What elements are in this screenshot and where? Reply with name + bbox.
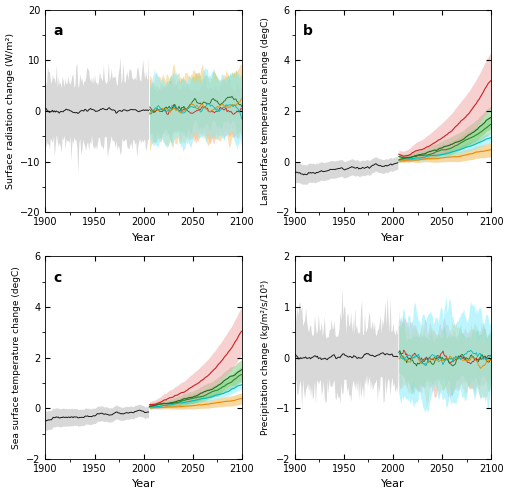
X-axis label: Year: Year bbox=[381, 480, 405, 490]
Text: a: a bbox=[53, 24, 63, 38]
X-axis label: Year: Year bbox=[381, 233, 405, 243]
X-axis label: Year: Year bbox=[132, 480, 155, 490]
Text: d: d bbox=[303, 271, 313, 285]
Y-axis label: Surface radiation change (W/m²): Surface radiation change (W/m²) bbox=[6, 33, 15, 189]
Y-axis label: Precipitation change (kg/m²/s/10⁵): Precipitation change (kg/m²/s/10⁵) bbox=[261, 280, 270, 435]
Text: c: c bbox=[53, 271, 62, 285]
X-axis label: Year: Year bbox=[132, 233, 155, 243]
Text: b: b bbox=[303, 24, 313, 38]
Y-axis label: Land surface temperature change (degC): Land surface temperature change (degC) bbox=[261, 17, 270, 205]
Y-axis label: Sea surface temperature change (degC): Sea surface temperature change (degC) bbox=[12, 266, 21, 449]
